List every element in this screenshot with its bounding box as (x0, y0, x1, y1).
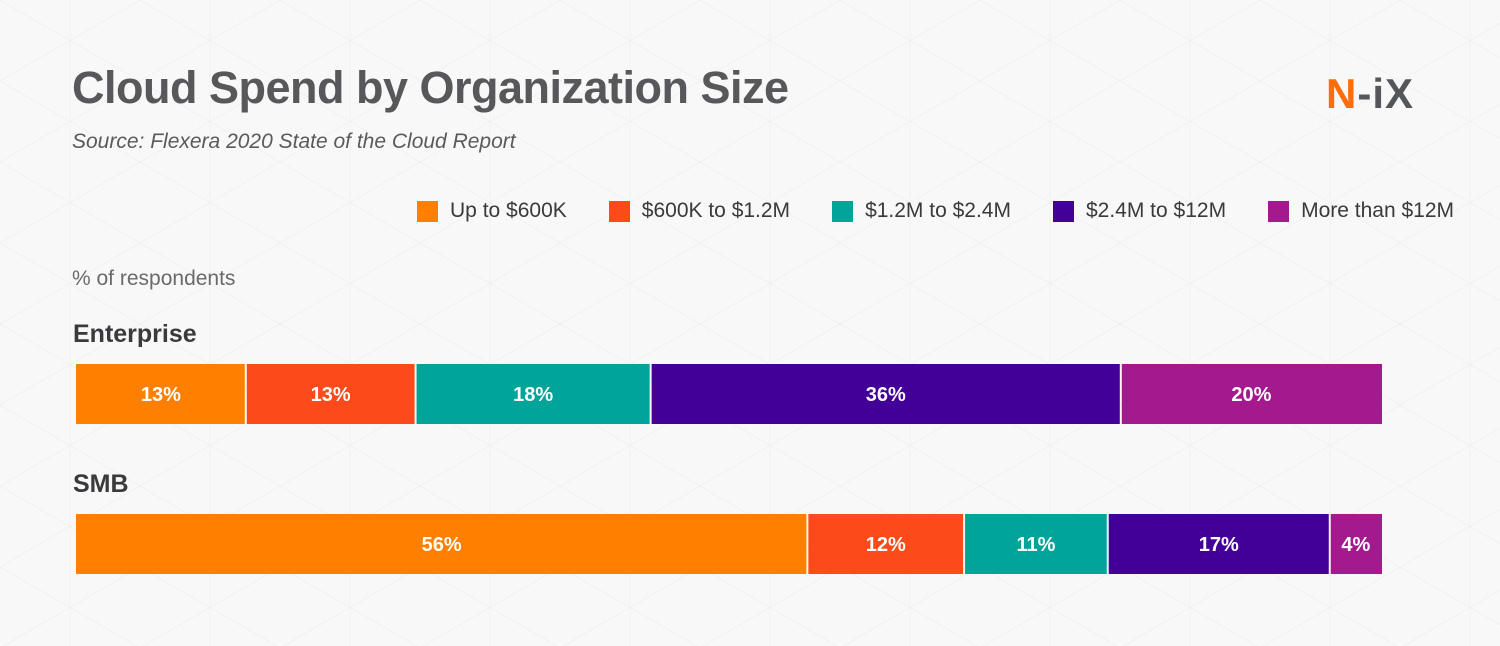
legend-item: Up to $600K (417, 199, 567, 223)
legend-item: $600K to $1.2M (608, 199, 791, 223)
logo-rest: -iX (1357, 70, 1415, 117)
legend-label: $600K to $1.2M (641, 199, 791, 222)
bar-segment (808, 514, 964, 574)
category-label-enterprise: Enterprise (73, 320, 197, 348)
bar-segment (76, 514, 807, 574)
data-label: 18% (513, 384, 553, 406)
legend-label: $2.4M to $12M (1085, 199, 1227, 222)
bar-segment (246, 364, 415, 424)
legend-label: $1.2M to $2.4M (865, 199, 1011, 222)
legend-swatch (1268, 200, 1290, 222)
data-label: 13% (141, 384, 181, 406)
legend-swatch (832, 200, 854, 222)
data-label: 36% (866, 384, 906, 406)
bar-segment (416, 364, 650, 424)
category-label-smb: SMB (73, 470, 129, 498)
bar-segment (1108, 514, 1329, 574)
bar-segment (651, 364, 1120, 424)
data-label: 12% (866, 534, 906, 556)
bar-segment (965, 514, 1107, 574)
chart-subtitle: Source: Flexera 2020 State of the Cloud … (72, 130, 516, 153)
legend-item: $1.2M to $2.4M (832, 199, 1011, 223)
legend-swatch (608, 200, 630, 222)
nix-logo: N-iX (1326, 70, 1414, 118)
data-label: 17% (1199, 534, 1239, 556)
bar-segment (1121, 364, 1382, 424)
logo-n: N (1326, 70, 1358, 117)
data-label: 11% (1016, 534, 1055, 556)
legend-label: Up to $600K (450, 199, 567, 222)
legend-item: More than $12M (1268, 199, 1454, 223)
legend-label: More than $12M (1301, 199, 1454, 222)
legend-item: $2.4M to $12M (1052, 199, 1227, 223)
legend: Up to $600K $600K to $1.2M $1.2M to $2.4M $… (417, 199, 1454, 223)
data-label: 13% (311, 384, 351, 406)
bar-segment (1330, 514, 1382, 574)
data-label: 20% (1231, 384, 1271, 406)
chart-title: Cloud Spend by Organization Size (72, 62, 789, 113)
y-axis-label: % of respondents (72, 267, 236, 290)
data-label: 4% (1341, 534, 1370, 556)
legend-swatch (417, 200, 439, 222)
legend-swatch (1052, 200, 1074, 222)
bar-segment (76, 364, 245, 424)
data-label: 56% (422, 534, 462, 556)
